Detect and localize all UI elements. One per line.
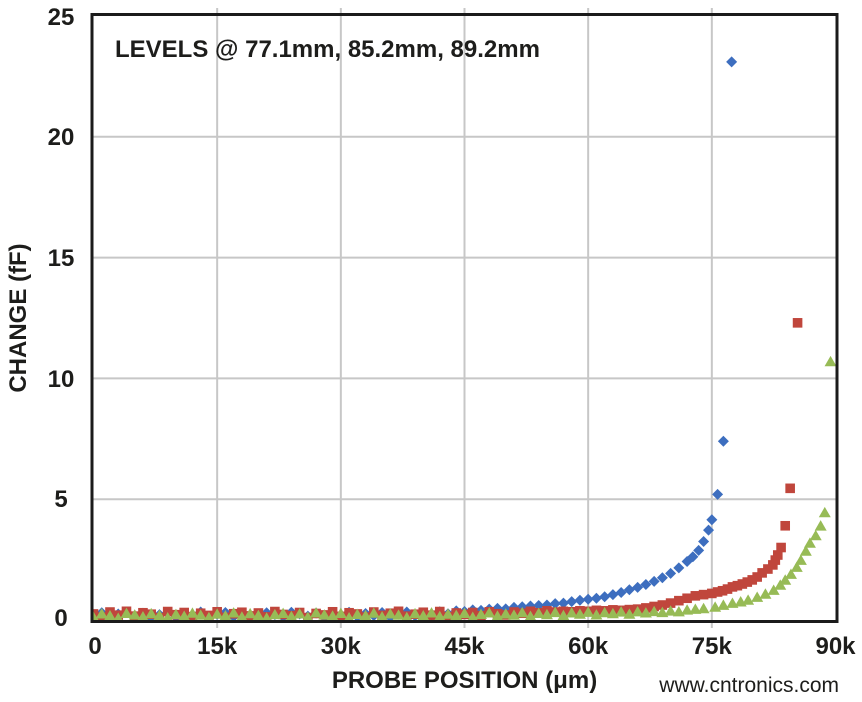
x-tick-75k: 75k [692, 633, 733, 660]
y-tick-5: 5 [54, 486, 67, 513]
series-level-89.2mm [93, 355, 836, 621]
levels-annotation: LEVELS @ 77.1mm, 85.2mm, 89.2mm [115, 36, 540, 63]
gridlines [93, 8, 836, 628]
x-tick-labels: 0 15k 30k 45k 60k 75k 90k [88, 633, 856, 660]
x-tick-30k: 30k [321, 633, 362, 660]
y-tick-0: 0 [54, 605, 67, 632]
series-level-85.2mm [93, 318, 803, 621]
x-tick-45k: 45k [444, 633, 485, 660]
y-tick-25: 25 [48, 4, 75, 31]
x-tick-90k: 90k [815, 633, 856, 660]
x-tick-60k: 60k [568, 633, 609, 660]
x-tick-15k: 15k [197, 633, 238, 660]
x-tick-0: 0 [88, 633, 101, 660]
plot-frame [90, 13, 839, 623]
y-tick-10: 10 [48, 366, 75, 393]
data-points [93, 56, 836, 621]
y-tick-15: 15 [48, 245, 75, 272]
watermark: www.cntronics.com [658, 674, 839, 697]
series-level-77.1mm [93, 56, 738, 621]
y-tick-20: 20 [48, 124, 75, 151]
y-axis-title: CHANGE (fF) [5, 243, 32, 392]
y-tick-labels: 25 20 15 10 5 0 [48, 4, 75, 632]
x-axis-title: PROBE POSITION (μm) [332, 667, 597, 694]
